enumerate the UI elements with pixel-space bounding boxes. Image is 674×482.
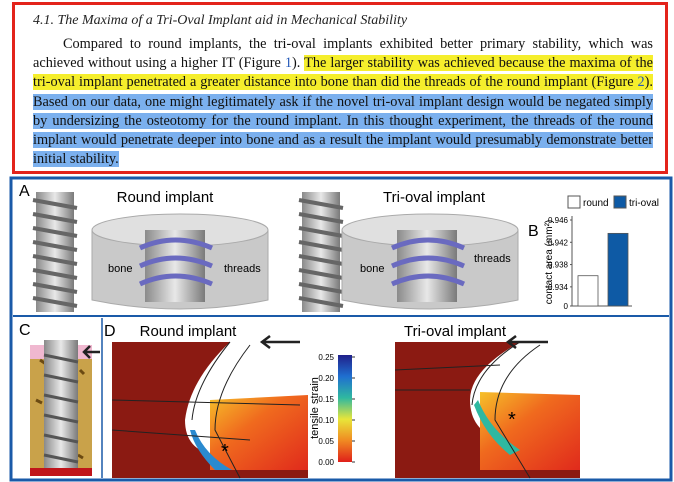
- panel-title: Round implant: [117, 189, 215, 206]
- implant-section: [30, 340, 100, 476]
- tick-label: 0.10: [318, 416, 334, 425]
- panel-label: A: [19, 183, 30, 200]
- legend-swatch: [614, 196, 626, 208]
- tick-label: 0.15: [318, 395, 334, 404]
- annotation: *: [508, 409, 516, 431]
- text-block: 4.1. The Maxima of a Tri-Oval Implant ai…: [12, 2, 668, 174]
- annotation: threads: [224, 263, 261, 275]
- paragraph: Compared to round implants, the tri-oval…: [33, 35, 653, 169]
- y-tick-label: 0: [564, 302, 569, 311]
- screw: [299, 192, 343, 312]
- section-title: 4.1. The Maxima of a Tri-Oval Implant ai…: [33, 13, 653, 29]
- tick-label: 0.25: [318, 353, 334, 362]
- tick-label: 0.05: [318, 437, 334, 446]
- text: ).: [645, 74, 653, 90]
- bar: [578, 276, 598, 306]
- legend-label: tri-oval: [629, 198, 659, 209]
- text: ).: [292, 55, 300, 71]
- tick-label: 0.00: [318, 458, 334, 467]
- legend-label: round: [583, 198, 609, 209]
- annotation: *: [221, 441, 229, 463]
- panel-label: D: [104, 323, 116, 340]
- tick-label: 0.20: [318, 374, 334, 383]
- link[interactable]: 1: [285, 55, 292, 71]
- page: A Round implant Tri-oval implant bone th…: [0, 0, 674, 482]
- panel-title: Tri-oval implant: [404, 323, 507, 340]
- link[interactable]: 2: [638, 74, 645, 90]
- highlight: Based on our data, one might legitimatel…: [33, 94, 653, 168]
- annotation: bone: [108, 263, 132, 275]
- annotation: threads: [474, 253, 511, 265]
- colorbar: [338, 355, 352, 462]
- annotation: bone: [360, 263, 384, 275]
- y-tick-label: 0.938: [548, 261, 569, 270]
- y-tick-label: 0.942: [548, 238, 569, 247]
- panel-label: B: [528, 223, 539, 240]
- legend-swatch: [568, 196, 580, 208]
- panel-title: Tri-oval implant: [383, 189, 486, 206]
- colorbar-label: tensile strain: [309, 377, 321, 439]
- screw: [33, 192, 77, 312]
- strain-map: [112, 336, 308, 478]
- y-tick-label: 0.934: [548, 283, 569, 292]
- panel-title: Round implant: [140, 323, 238, 340]
- bar: [608, 233, 628, 306]
- panel-label: C: [19, 322, 31, 339]
- bone-block: [92, 214, 268, 309]
- y-tick-label: 0.946: [548, 216, 569, 225]
- strain-map: [395, 336, 580, 478]
